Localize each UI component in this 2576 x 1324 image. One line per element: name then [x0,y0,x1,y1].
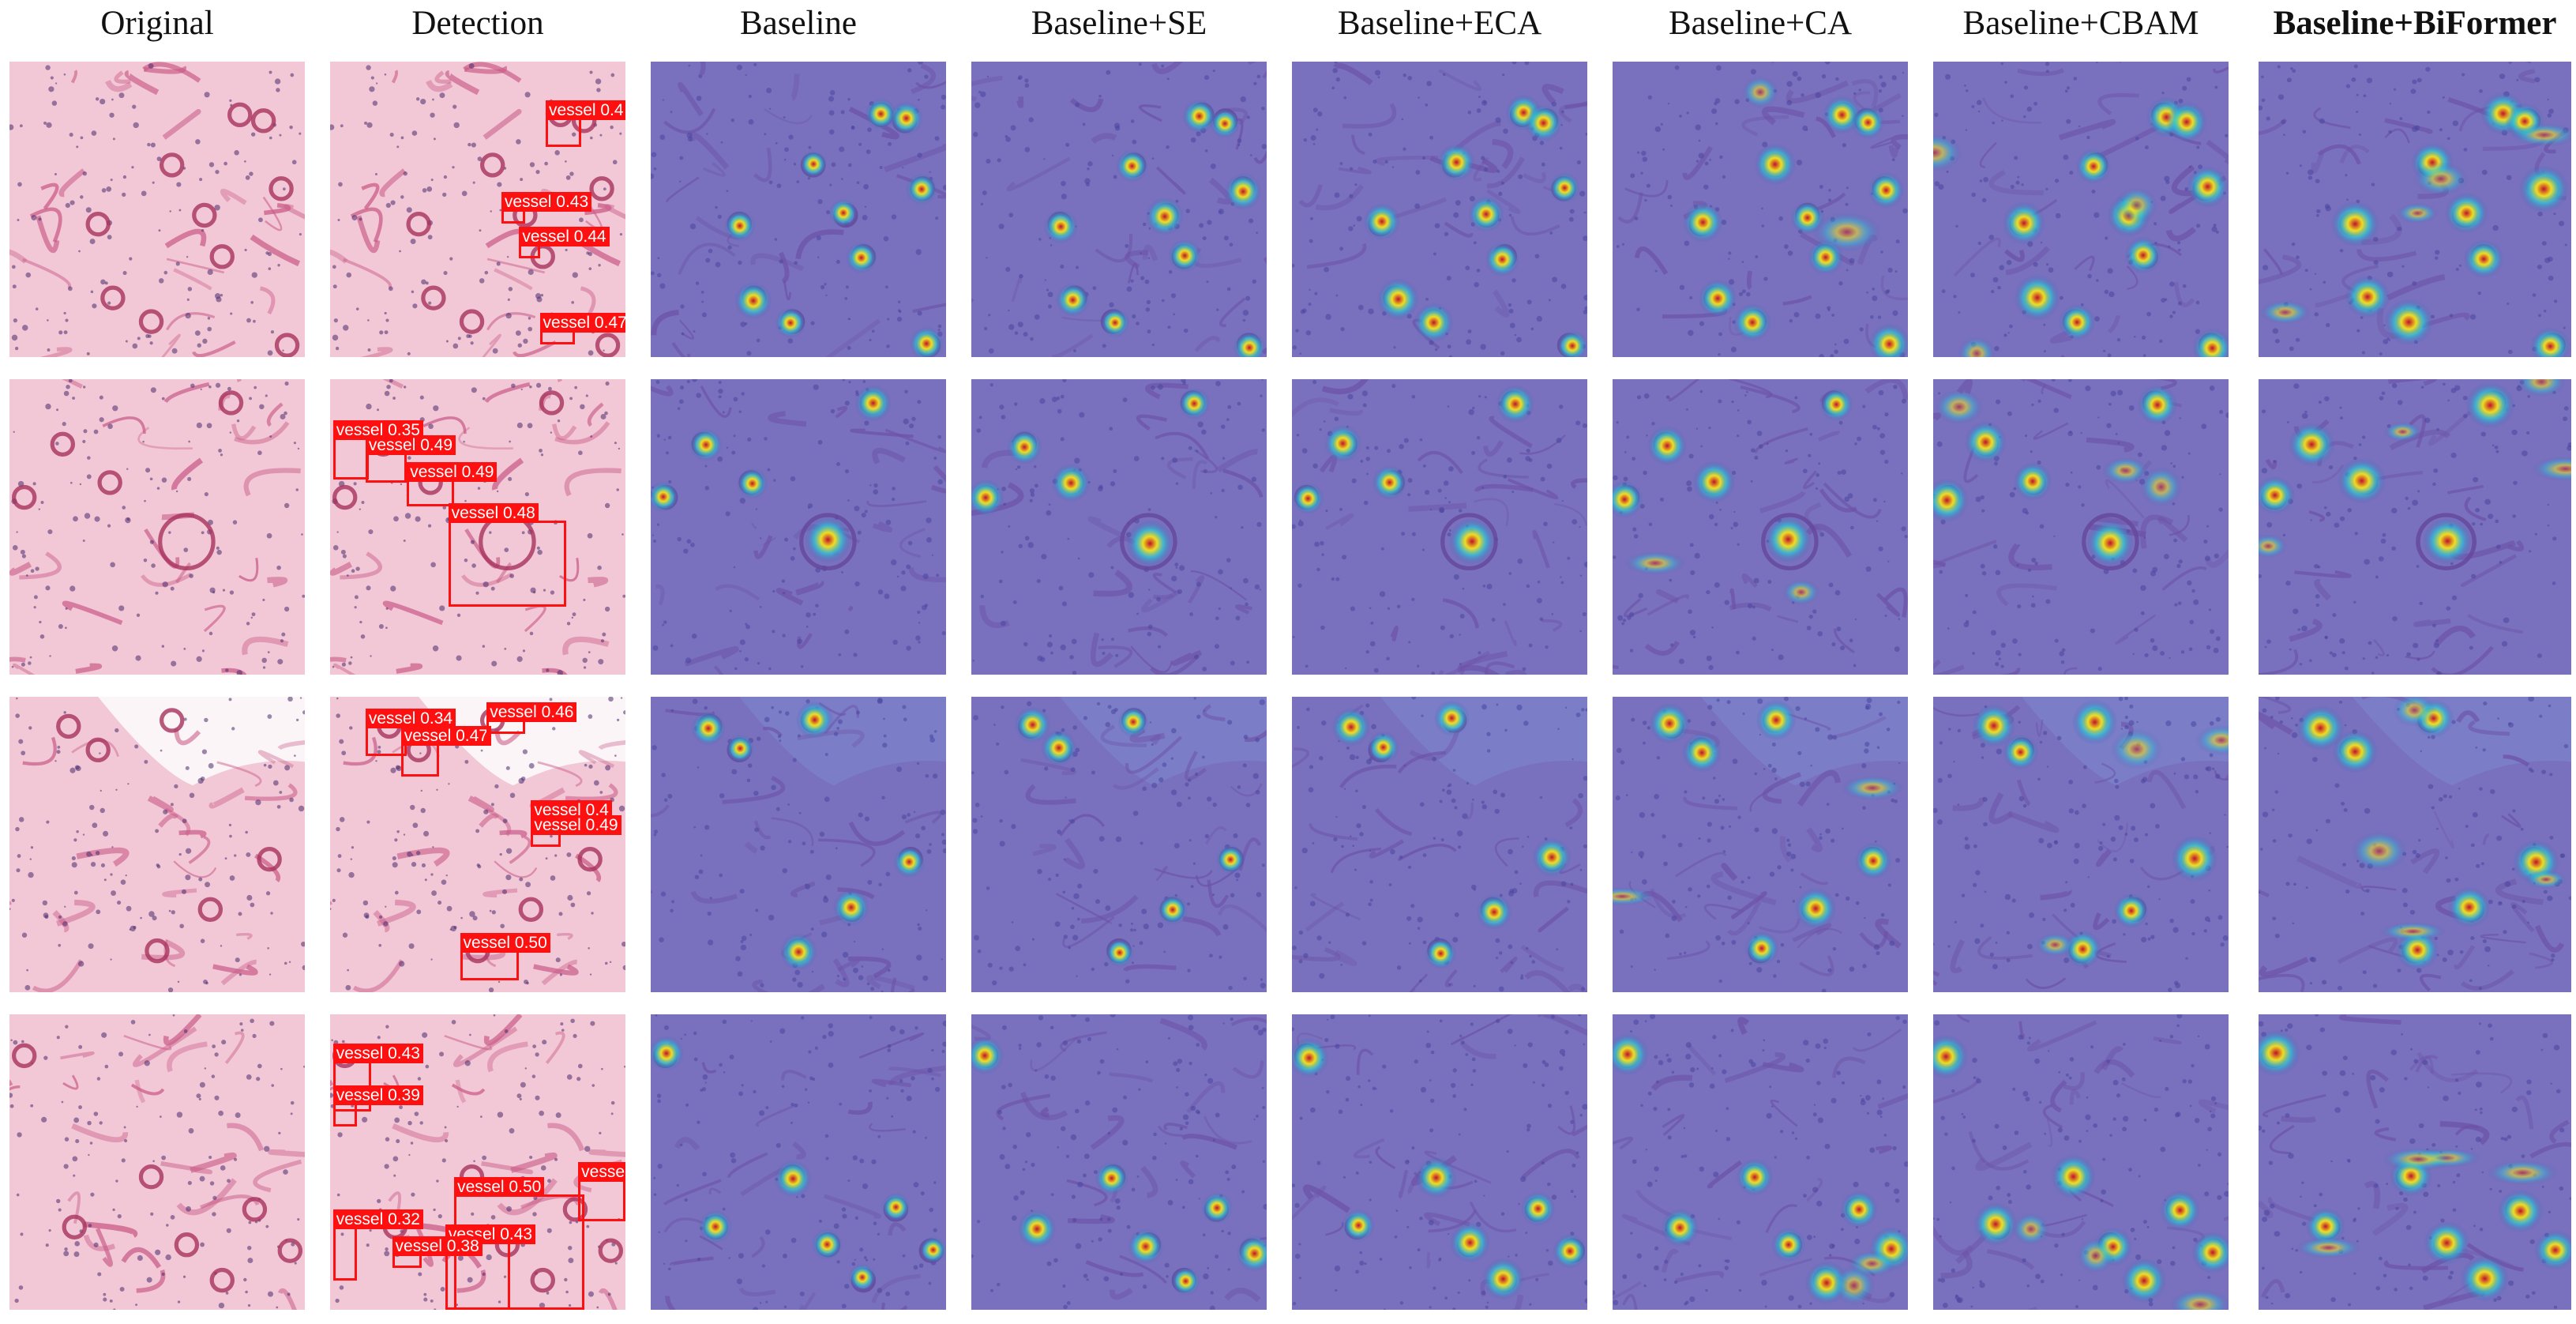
row-2-biformer-image [2259,379,2571,675]
detection-label: vessel 0.49 [407,461,498,482]
detection-box [546,117,581,148]
row-2-baseline-image [651,379,946,675]
row-3-baseline-image [651,697,946,992]
row-3-cbam-canvas [1933,697,2229,992]
row-1-biformer-image [2259,62,2571,357]
row-3-detection-image: vessel 0.34 vessel 0.47 vessel 0.46 vessel … [330,697,625,992]
row-4-detection-image: vessel 0.43 vessel 0.39 vessel 0.50 vessel v… [330,1014,625,1310]
row-1-eca-canvas [1292,62,1587,357]
detection-label: vessel 0.46 [486,702,577,723]
row-2-original-canvas [9,379,305,675]
row-2-cbam-image [1933,379,2229,675]
row-2-detection-image: vessel 0.35 vessel 0.49 vessel 0.49 vessel … [330,379,625,675]
row-1-baseline-image [651,62,946,357]
row-1-original-canvas [9,62,305,357]
row-3-se-canvas [971,697,1267,992]
detection-label: vessel 0.32 [332,1209,423,1229]
row-2-original-image [9,379,305,675]
column-header-cbam: Baseline+CBAM [1962,5,2199,42]
column-header-eca: Baseline+ECA [1337,5,1542,42]
column-header-se: Baseline+SE [1031,5,1207,42]
row-2-biformer-canvas [2259,379,2571,675]
detection-label: vessel 0.43 [332,1044,423,1064]
row-4-original-canvas [9,1014,305,1310]
row-1-ca-canvas [1613,62,1908,357]
detection-box [365,453,407,483]
detection-box [460,950,520,981]
row-1-se-image [971,62,1267,357]
row-2-ca-canvas [1613,379,1908,675]
row-3-biformer-canvas [2259,697,2571,992]
row-2-se-image [971,379,1267,675]
detection-label: vessel 0.48 [448,503,539,524]
row-3-baseline-canvas [651,697,946,992]
detection-box [578,1179,625,1221]
row-4-biformer-image [2259,1014,2571,1310]
row-4-baseline-image [651,1014,946,1310]
row-4-se-canvas [971,1014,1267,1310]
row-3-cbam-image [1933,697,2229,992]
row-1-se-canvas [971,62,1267,357]
column-header-baseline: Baseline [739,5,858,42]
detection-label: vessel 0.39 [332,1085,423,1105]
row-1-detection-image: vessel 0.4 vessel 0.43 vessel 0.44 vessel 0… [330,62,625,357]
row-3-biformer-image [2259,697,2571,992]
column-header-biformer: Baseline+BiFormer [2273,5,2557,42]
row-2-se-canvas [971,379,1267,675]
detection-label: vessel 0.43 [501,191,592,212]
row-1-cbam-canvas [1933,62,2229,357]
row-4-cbam-image [1933,1014,2229,1310]
row-3-original-image [9,697,305,992]
row-4-eca-canvas [1292,1014,1587,1310]
row-1-eca-image [1292,62,1587,357]
row-1-cbam-image [1933,62,2229,357]
detection-box [332,1226,357,1281]
row-1-baseline-canvas [651,62,946,357]
detection-label: vessel 0.47 [400,726,491,747]
detection-label: vessel 0.38 [392,1236,483,1256]
row-4-se-image [971,1014,1267,1310]
detection-box [448,521,567,607]
row-3-eca-image [1292,697,1587,992]
detection-label: vessel 0.4 [546,100,625,120]
detection-box [407,479,455,506]
row-2-eca-canvas [1292,379,1587,675]
detection-label: vessel 0.50 [454,1176,545,1197]
detection-label: vessel 0.49 [531,814,621,835]
row-3-se-image [971,697,1267,992]
detection-box [400,743,440,777]
row-3-ca-canvas [1613,697,1908,992]
detection-label: vessel 0.49 [365,435,456,456]
detection-label: vessel 0.43 [445,1224,536,1244]
detection-label: vessel 0.44 [519,227,610,247]
row-4-original-image [9,1014,305,1310]
detection-label: vessel 0.34 [365,708,456,728]
row-2-cbam-canvas [1933,379,2229,675]
detection-label: vessel [578,1162,625,1182]
row-2-eca-image [1292,379,1587,675]
row-3-original-canvas [9,697,305,992]
detection-label: vessel 0.50 [460,933,550,954]
column-header-ca: Baseline+CA [1668,5,1853,42]
detection-box [332,1102,357,1127]
row-2-ca-image [1613,379,1908,675]
row-1-original-image [9,62,305,357]
row-3-ca-image [1613,697,1908,992]
row-3-eca-canvas [1292,697,1587,992]
column-header-original: Original [100,5,214,42]
row-4-biformer-canvas [2259,1014,2571,1310]
row-4-cbam-canvas [1933,1014,2229,1310]
detection-box [332,438,369,480]
row-4-eca-image [1292,1014,1587,1310]
row-1-ca-image [1613,62,1908,357]
column-header-detection: Detection [411,5,544,42]
row-2-baseline-canvas [651,379,946,675]
row-1-biformer-canvas [2259,62,2571,357]
row-4-ca-image [1613,1014,1908,1310]
row-4-baseline-canvas [651,1014,946,1310]
detection-label: vessel 0.47 [539,312,625,333]
row-4-ca-canvas [1613,1014,1908,1310]
